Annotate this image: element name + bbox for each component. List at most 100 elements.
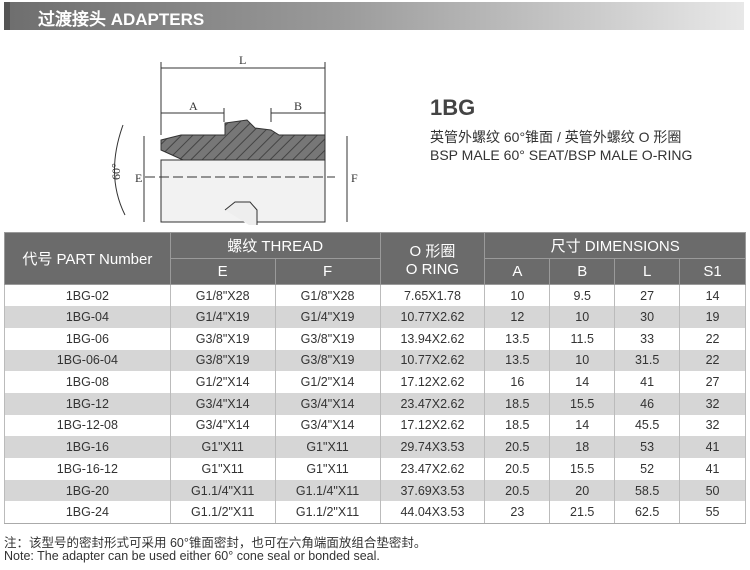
table-cell: G1"X11 bbox=[169, 458, 276, 480]
table-cell: 1BG-06-04 bbox=[4, 349, 171, 372]
section-banner: 过渡接头 ADAPTERS bbox=[4, 2, 744, 30]
table-cell: 50 bbox=[679, 479, 746, 502]
table-cell: 27 bbox=[614, 284, 681, 307]
table-cell: 23.47X2.62 bbox=[379, 458, 486, 480]
table-cell: 9.5 bbox=[549, 284, 616, 307]
table-cell: 33 bbox=[614, 327, 681, 350]
table-cell: 17.12X2.62 bbox=[379, 414, 486, 437]
table-cell: 31.5 bbox=[614, 349, 681, 372]
header-s1: S1 bbox=[679, 258, 746, 285]
table-cell: 1BG-12 bbox=[4, 392, 171, 415]
table-cell: 37.69X3.53 bbox=[379, 479, 486, 502]
table-cell: 32 bbox=[679, 392, 746, 415]
description-en: BSP MALE 60° SEAT/BSP MALE O-RING bbox=[430, 147, 693, 163]
table-cell: 1BG-08 bbox=[4, 371, 171, 393]
table-cell: 13.5 bbox=[484, 349, 551, 372]
table-cell: 23.47X2.62 bbox=[379, 392, 486, 415]
table-cell: G1/4"X19 bbox=[169, 306, 276, 328]
table-row: 1BG-06 G3/8"X19 G3/8"X19 13.94X2.62 13.5 11.5… bbox=[4, 327, 746, 350]
header-thread: 螺纹 THREAD bbox=[169, 232, 381, 259]
table-row: 1BG-04 G1/4"X19 G1/4"X19 10.77X2.62 12 10 30 19 bbox=[4, 306, 746, 328]
table-cell: 10 bbox=[484, 284, 551, 307]
table-cell: 15.5 bbox=[549, 392, 616, 415]
table-cell: 7.65X1.78 bbox=[379, 284, 486, 307]
table-cell: 10 bbox=[549, 349, 616, 372]
table-cell: G1.1/2"X11 bbox=[169, 501, 276, 524]
table-row: 1BG-08 G1/2"X14 G1/2"X14 17.12X2.62 16 14 41 27 bbox=[4, 371, 746, 393]
table-cell: 20.5 bbox=[484, 436, 551, 458]
table-cell: 14 bbox=[549, 414, 616, 437]
table-cell: 32 bbox=[679, 414, 746, 437]
table-cell: G1"X11 bbox=[274, 458, 381, 480]
table-cell: 1BG-24 bbox=[4, 501, 171, 524]
table-cell: 13.94X2.62 bbox=[379, 327, 486, 350]
table-cell: G1/2"X14 bbox=[274, 371, 381, 393]
table-cell: 45.5 bbox=[614, 414, 681, 437]
table-cell: 20.5 bbox=[484, 479, 551, 502]
table-cell: G3/4"X14 bbox=[169, 392, 276, 415]
header-b: B bbox=[549, 258, 616, 285]
table-cell: 1BG-02 bbox=[4, 284, 171, 307]
header-f: F bbox=[274, 258, 381, 285]
table-cell: 23 bbox=[484, 501, 551, 524]
table-cell: 1BG-04 bbox=[4, 306, 171, 328]
table-row: 1BG-12-08 G3/4"X14 G3/4"X14 17.12X2.62 18.5 1… bbox=[4, 414, 746, 437]
table-cell: 16 bbox=[484, 371, 551, 393]
table-cell: 1BG-16-12 bbox=[4, 458, 171, 480]
table-cell: 10 bbox=[549, 306, 616, 328]
model-code: 1BG bbox=[430, 95, 476, 120]
table-cell: 15.5 bbox=[549, 458, 616, 480]
table-cell: 27 bbox=[679, 371, 746, 393]
banner-accent bbox=[4, 2, 10, 30]
table-row: 1BG-20 G1.1/4"X11 G1.1/4"X11 37.69X3.53 20.5… bbox=[4, 479, 746, 502]
table-cell: 22 bbox=[679, 349, 746, 372]
table-cell: 41 bbox=[679, 458, 746, 480]
table-cell: 55 bbox=[679, 501, 746, 524]
table-cell: 20.5 bbox=[484, 458, 551, 480]
dim-label-b: B bbox=[294, 99, 302, 113]
table-cell: 46 bbox=[614, 392, 681, 415]
table-cell: 10.77X2.62 bbox=[379, 349, 486, 372]
table-cell: 21.5 bbox=[549, 501, 616, 524]
table-row: 1BG-06-04 G3/8"X19 G3/8"X19 10.77X2.62 13.5 1… bbox=[4, 349, 746, 372]
table-cell: 41 bbox=[614, 371, 681, 393]
table-cell: 41 bbox=[679, 436, 746, 458]
table-cell: G1/8"X28 bbox=[169, 284, 276, 307]
table-cell: 1BG-12-08 bbox=[4, 414, 171, 437]
specs-table: 代号 PART Number 螺纹 THREAD O 形圈 O RING 尺寸 D… bbox=[4, 232, 746, 524]
table-cell: 53 bbox=[614, 436, 681, 458]
table-cell: 18 bbox=[549, 436, 616, 458]
table-cell: 19 bbox=[679, 306, 746, 328]
table-cell: 10.77X2.62 bbox=[379, 306, 486, 328]
table-cell: G1"X11 bbox=[169, 436, 276, 458]
table-cell: G3/4"X14 bbox=[274, 392, 381, 415]
table-cell: 12 bbox=[484, 306, 551, 328]
table-cell: 20 bbox=[549, 479, 616, 502]
table-cell: 11.5 bbox=[549, 327, 616, 350]
table-cell: 13.5 bbox=[484, 327, 551, 350]
header-l: L bbox=[614, 258, 681, 285]
table-cell: G3/8"X19 bbox=[169, 327, 276, 350]
table-row: 1BG-02 G1/8"X28 G1/8"X28 7.65X1.78 10 9.5 27 14 bbox=[4, 284, 746, 307]
header-dimensions: 尺寸 DIMENSIONS bbox=[484, 232, 746, 259]
table-row: 1BG-16 G1"X11 G1"X11 29.74X3.53 20.5 18 53 41 bbox=[4, 436, 746, 458]
table-cell: G1.1/2"X11 bbox=[274, 501, 381, 524]
table-cell: G3/8"X19 bbox=[169, 349, 276, 372]
table-cell: G1/2"X14 bbox=[169, 371, 276, 393]
table-cell: 52 bbox=[614, 458, 681, 480]
table-cell: G1/8"X28 bbox=[274, 284, 381, 307]
dim-label-f: F bbox=[351, 171, 358, 185]
header-part-number: 代号 PART Number bbox=[4, 232, 171, 285]
table-cell: 14 bbox=[679, 284, 746, 307]
table-cell: G1.1/4"X11 bbox=[274, 479, 381, 502]
angle-label: 60° bbox=[109, 163, 123, 180]
table-cell: 44.04X3.53 bbox=[379, 501, 486, 524]
table-cell: G3/4"X14 bbox=[169, 414, 276, 437]
header-a: A bbox=[484, 258, 551, 285]
description-cn: 英管外螺纹 60°锥面 / 英管外螺纹 O 形圈 bbox=[430, 129, 682, 145]
table-cell: G1"X11 bbox=[274, 436, 381, 458]
note-en: Note: The adapter can be used either 60°… bbox=[4, 549, 380, 563]
table-cell: G3/8"X19 bbox=[274, 327, 381, 350]
table-cell: 1BG-06 bbox=[4, 327, 171, 350]
table-cell: 14 bbox=[549, 371, 616, 393]
